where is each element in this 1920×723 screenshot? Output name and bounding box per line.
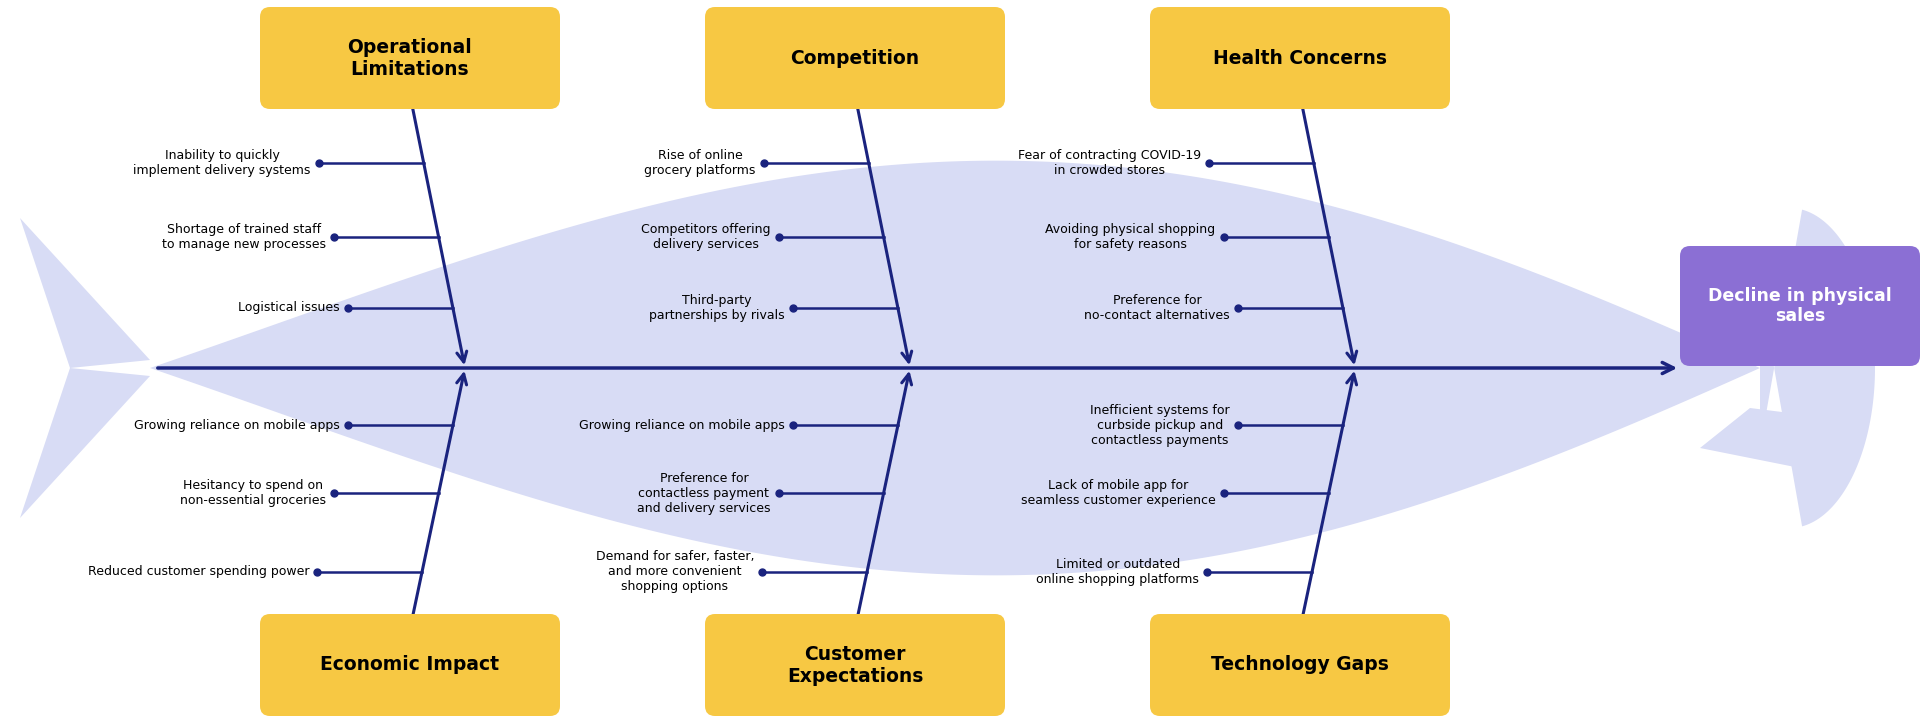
Polygon shape: [150, 161, 1761, 576]
Text: Preference for
contactless payment
and delivery services: Preference for contactless payment and d…: [637, 472, 770, 515]
Text: Logistical issues: Logistical issues: [238, 301, 340, 315]
Polygon shape: [19, 218, 150, 368]
FancyBboxPatch shape: [705, 7, 1004, 109]
Text: Competition: Competition: [791, 48, 920, 67]
Text: Limited or outdated
online shopping platforms: Limited or outdated online shopping plat…: [1037, 557, 1200, 586]
Circle shape: [1774, 308, 1805, 338]
Text: Decline in physical
sales: Decline in physical sales: [1709, 286, 1891, 325]
Text: Inefficient systems for
curbside pickup and
contactless payments: Inefficient systems for curbside pickup …: [1091, 404, 1231, 447]
Text: Growing reliance on mobile apps: Growing reliance on mobile apps: [580, 419, 785, 432]
Text: Preference for
no-contact alternatives: Preference for no-contact alternatives: [1085, 294, 1231, 322]
Text: Shortage of trained staff
to manage new processes: Shortage of trained staff to manage new …: [161, 223, 326, 251]
Text: Rise of online
grocery platforms: Rise of online grocery platforms: [645, 149, 756, 177]
Text: Demand for safer, faster,
and more convenient
shopping options: Demand for safer, faster, and more conve…: [595, 550, 755, 593]
FancyBboxPatch shape: [259, 614, 561, 716]
Text: Inability to quickly
implement delivery systems: Inability to quickly implement delivery …: [132, 149, 311, 177]
Text: Technology Gaps: Technology Gaps: [1212, 656, 1388, 675]
Text: Reduced customer spending power: Reduced customer spending power: [88, 565, 309, 578]
FancyBboxPatch shape: [259, 7, 561, 109]
FancyBboxPatch shape: [1150, 614, 1450, 716]
Text: Growing reliance on mobile apps: Growing reliance on mobile apps: [134, 419, 340, 432]
Polygon shape: [1761, 210, 1876, 526]
Text: Operational
Limitations: Operational Limitations: [348, 38, 472, 79]
Text: Customer
Expectations: Customer Expectations: [787, 644, 924, 685]
Text: Fear of contracting COVID-19
in crowded stores: Fear of contracting COVID-19 in crowded …: [1018, 149, 1200, 177]
Text: Lack of mobile app for
seamless customer experience: Lack of mobile app for seamless customer…: [1021, 479, 1215, 508]
Text: Hesitancy to spend on
non-essential groceries: Hesitancy to spend on non-essential groc…: [180, 479, 326, 508]
Text: Competitors offering
delivery services: Competitors offering delivery services: [641, 223, 770, 251]
FancyBboxPatch shape: [705, 614, 1004, 716]
Text: Third-party
partnerships by rivals: Third-party partnerships by rivals: [649, 294, 785, 322]
Text: Economic Impact: Economic Impact: [321, 656, 499, 675]
Circle shape: [1759, 291, 1822, 355]
FancyBboxPatch shape: [1150, 7, 1450, 109]
Polygon shape: [1699, 408, 1830, 468]
Text: Health Concerns: Health Concerns: [1213, 48, 1386, 67]
FancyBboxPatch shape: [1680, 246, 1920, 366]
Polygon shape: [19, 368, 150, 518]
Text: Avoiding physical shopping
for safety reasons: Avoiding physical shopping for safety re…: [1046, 223, 1215, 251]
